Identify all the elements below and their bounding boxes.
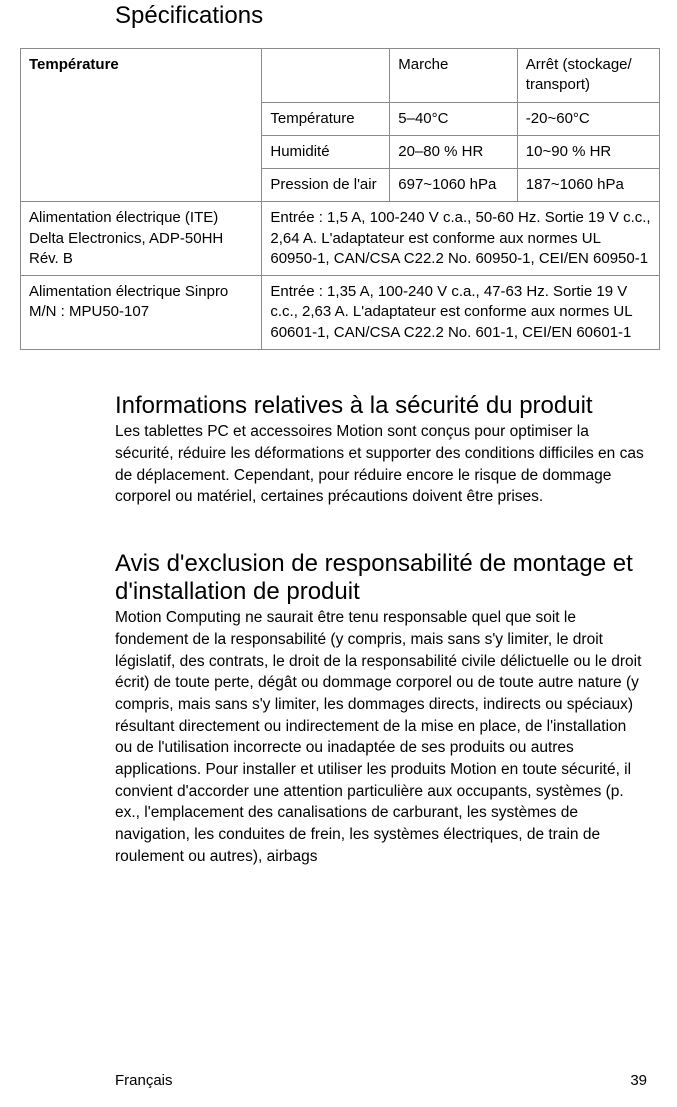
cell-sub-pressure: Pression de l'air xyxy=(262,169,390,202)
cell-hum-on: 20–80 % HR xyxy=(390,135,518,168)
cell-press-off: 187~1060 hPa xyxy=(517,169,659,202)
specifications-heading: Spécifications xyxy=(115,0,657,30)
table-row: Température Marche Arrêt (stockage/ tran… xyxy=(21,49,660,103)
specifications-table: Température Marche Arrêt (stockage/ tran… xyxy=(20,48,660,350)
cell-empty xyxy=(262,49,390,103)
cell-press-on: 697~1060 hPa xyxy=(390,169,518,202)
disclaimer-body: Motion Computing ne saurait être tenu re… xyxy=(115,607,647,867)
section-disclaimer: Avis d'exclusion de responsabilité de mo… xyxy=(115,550,647,867)
cell-sub-temperature: Température xyxy=(262,102,390,135)
safety-heading: Informations relatives à la sécurité du … xyxy=(115,392,647,420)
table-row: Alimentation électrique (ITE) Delta Elec… xyxy=(21,202,660,276)
cell-sub-humidity: Humidité xyxy=(262,135,390,168)
cell-temperature-label: Température xyxy=(21,49,262,202)
cell-header-on: Marche xyxy=(390,49,518,103)
section-safety: Informations relatives à la sécurité du … xyxy=(115,392,647,508)
cell-psu-sinpro-label: Alimentation électrique Sinpro M/N : MPU… xyxy=(21,276,262,350)
page-footer: Français 39 xyxy=(115,1072,647,1089)
page: Spécifications Température Marche Arrêt … xyxy=(0,0,677,1107)
cell-hum-off: 10~90 % HR xyxy=(517,135,659,168)
cell-psu-sinpro-value: Entrée : 1,35 A, 100-240 V c.a., 47-63 H… xyxy=(262,276,660,350)
table-row: Alimentation électrique Sinpro M/N : MPU… xyxy=(21,276,660,350)
cell-psu-delta-value: Entrée : 1,5 A, 100-240 V c.a., 50-60 Hz… xyxy=(262,202,660,276)
cell-psu-delta-label: Alimentation électrique (ITE) Delta Elec… xyxy=(21,202,262,276)
footer-language: Français xyxy=(115,1072,173,1089)
cell-temp-off: -20~60°C xyxy=(517,102,659,135)
disclaimer-heading: Avis d'exclusion de responsabilité de mo… xyxy=(115,550,647,605)
cell-temp-on: 5–40°C xyxy=(390,102,518,135)
footer-page-number: 39 xyxy=(630,1072,647,1089)
cell-header-off: Arrêt (stockage/ transport) xyxy=(517,49,659,103)
safety-body: Les tablettes PC et accessoires Motion s… xyxy=(115,421,647,508)
